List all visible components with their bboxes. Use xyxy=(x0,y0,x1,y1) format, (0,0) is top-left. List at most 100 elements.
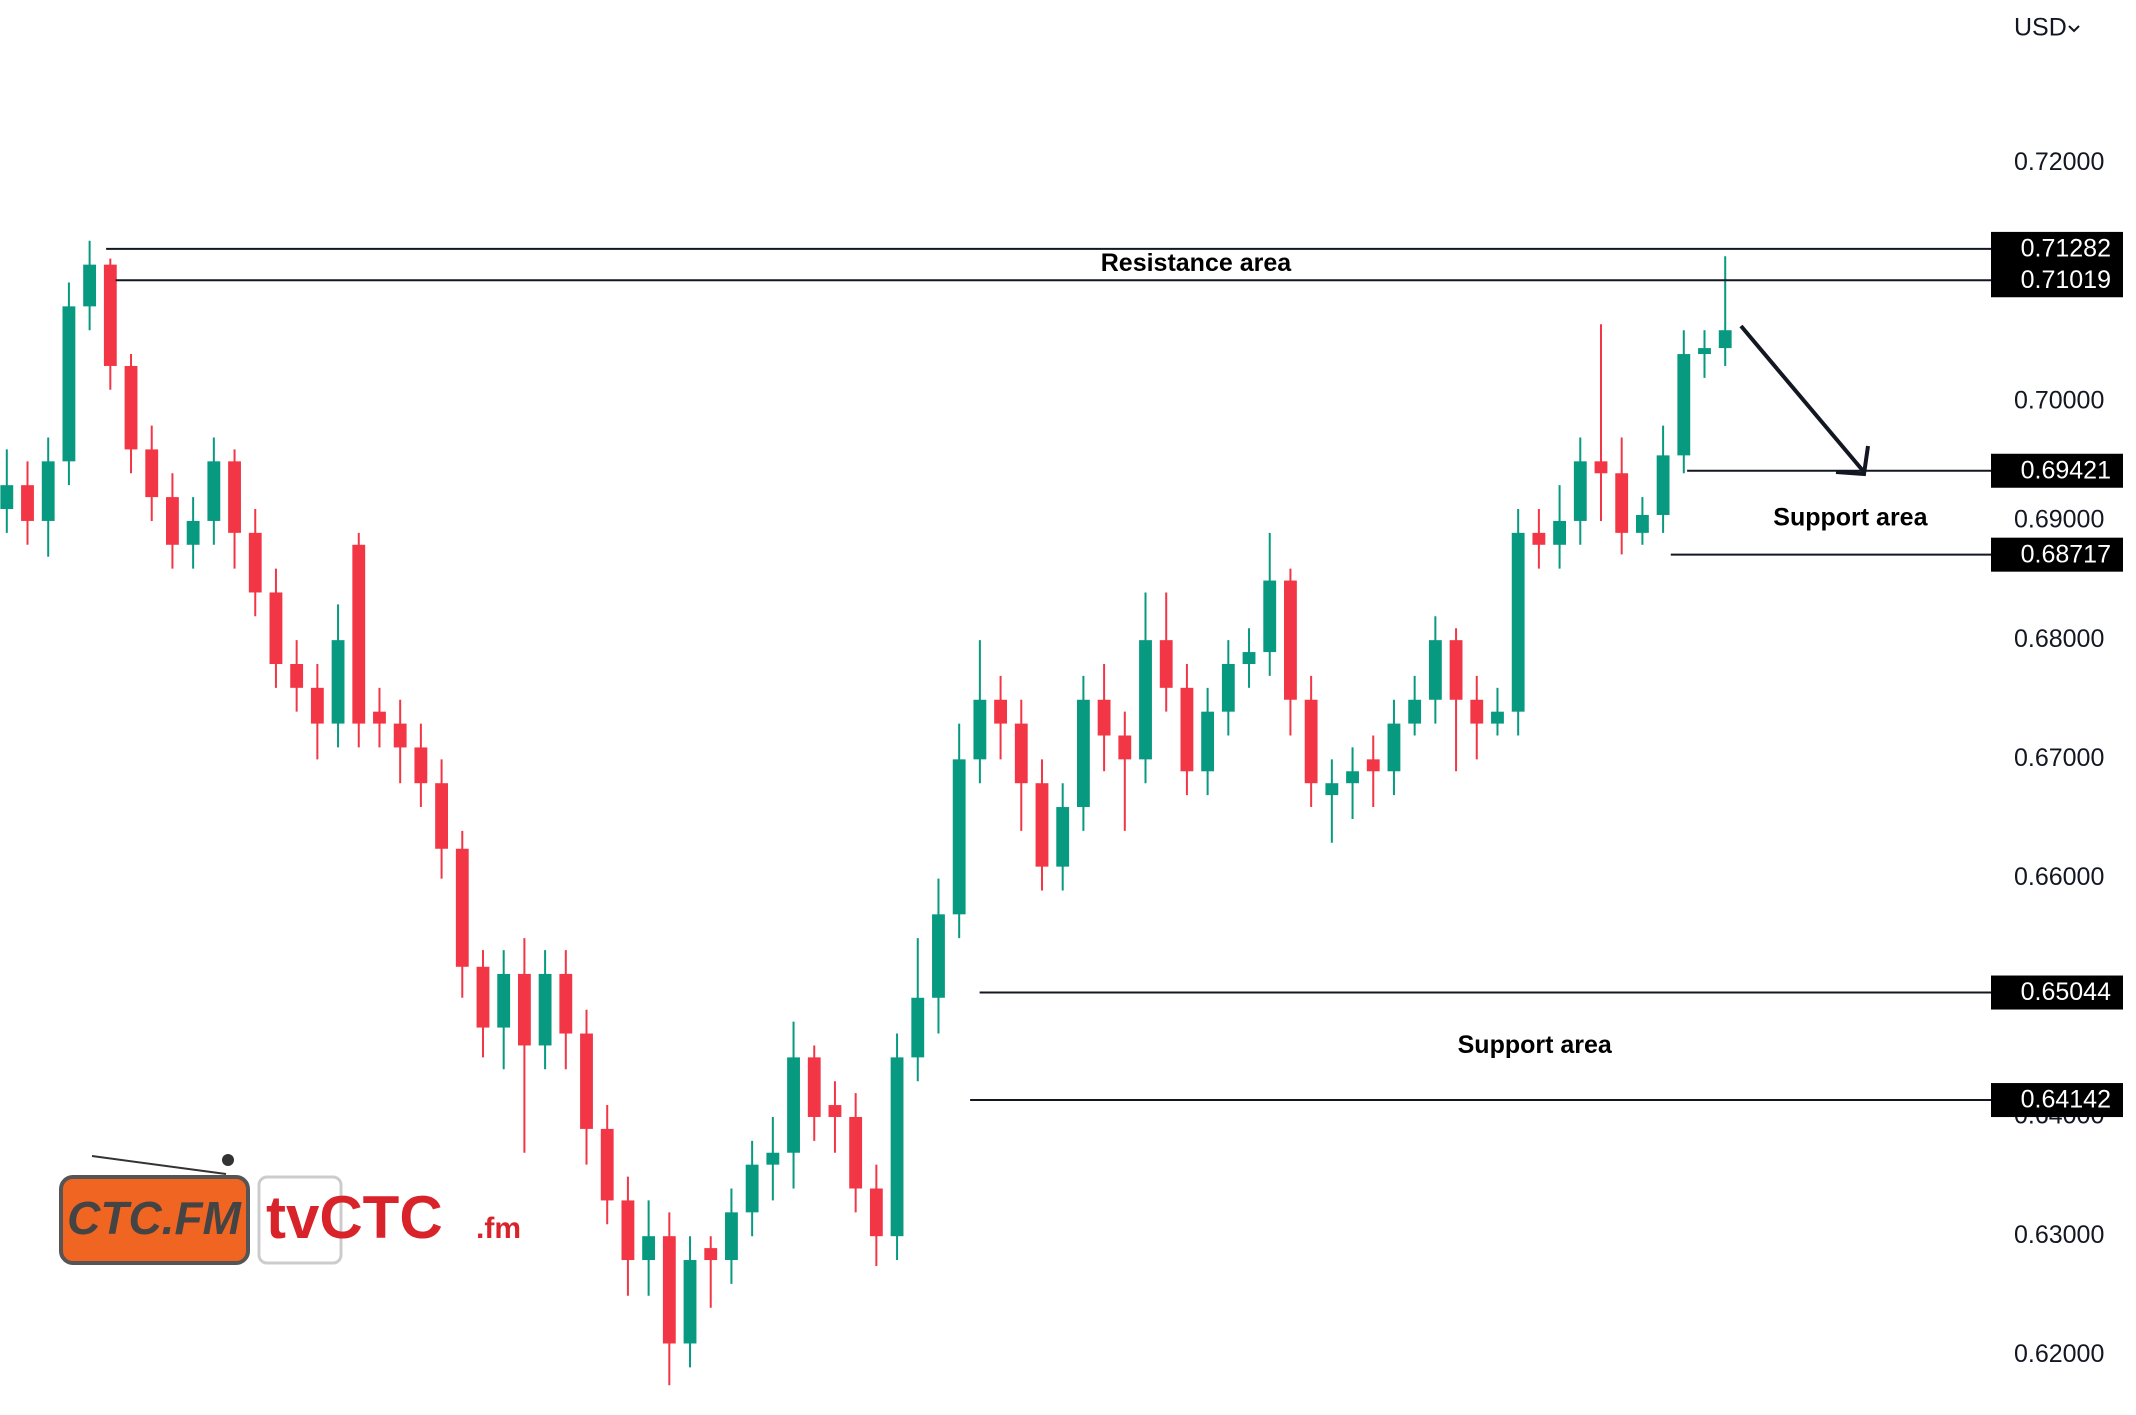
candle-body xyxy=(1221,663,1235,712)
candle-body xyxy=(331,640,345,724)
candle-body xyxy=(1304,699,1318,784)
candle-body xyxy=(310,687,324,724)
candle-body xyxy=(704,1248,718,1261)
candle-body xyxy=(932,914,945,998)
zone-label: Resistance area xyxy=(1101,249,1293,277)
price-label: 0.69421 xyxy=(2021,456,2111,484)
candle-body xyxy=(393,723,407,748)
zone-label: Support area xyxy=(1773,503,1928,531)
candle-body xyxy=(0,485,14,510)
candle-body xyxy=(1263,580,1277,653)
candle-body xyxy=(766,1152,780,1165)
candle-body xyxy=(1076,699,1090,808)
candle-body xyxy=(435,783,448,849)
price-box xyxy=(1991,1083,2123,1118)
candle-body xyxy=(1511,532,1525,712)
candle-body xyxy=(1325,783,1339,796)
candle-body xyxy=(1139,640,1152,760)
candle-body xyxy=(662,1236,676,1344)
candle-body xyxy=(1242,652,1256,664)
price-box xyxy=(1991,231,2123,266)
candle-body xyxy=(559,973,573,1034)
logo-tv xyxy=(257,1175,343,1265)
candle-body xyxy=(41,461,55,521)
candle-body xyxy=(869,1188,883,1237)
candle-body xyxy=(145,449,159,498)
candle-body xyxy=(1532,532,1546,545)
candle-body xyxy=(1656,455,1670,515)
candle-body xyxy=(994,699,1007,724)
candle-body xyxy=(1014,723,1028,784)
candle-body xyxy=(1097,699,1111,736)
candle-body xyxy=(352,544,366,724)
y-tick-label: 0.62000 xyxy=(2014,1340,2104,1368)
y-tick-label: 0.72000 xyxy=(2014,148,2104,176)
price-box xyxy=(1991,537,2123,572)
candle-body xyxy=(642,1236,656,1261)
logo-suffix: .fm xyxy=(476,1212,521,1245)
candle-body xyxy=(1677,354,1691,456)
candle-body xyxy=(1180,687,1194,772)
y-tick-label: 0.63000 xyxy=(2014,1221,2104,1249)
candle-body xyxy=(290,663,304,688)
currency[interactable]: USD xyxy=(2014,14,2067,42)
candle-body xyxy=(538,973,552,1046)
candle-body xyxy=(1615,473,1629,533)
candle-body xyxy=(745,1164,759,1213)
candle-body xyxy=(1718,330,1732,349)
candle-body xyxy=(621,1200,635,1261)
candle-body xyxy=(497,973,511,1028)
candle-body xyxy=(849,1116,863,1189)
candle-body xyxy=(787,1057,800,1153)
candle-body xyxy=(1553,520,1566,545)
antenna-tip xyxy=(222,1154,234,1166)
candle-body xyxy=(911,997,925,1058)
candle-body xyxy=(1035,783,1049,867)
price-label: 0.65044 xyxy=(2021,978,2111,1006)
candle-body xyxy=(973,699,987,760)
candle-body xyxy=(890,1057,904,1237)
price-label: 0.68717 xyxy=(2021,540,2111,568)
candle-body xyxy=(1056,807,1070,867)
logo-badge xyxy=(59,1175,250,1265)
candle-body xyxy=(476,966,490,1028)
candle-body xyxy=(1470,699,1484,724)
candle-body xyxy=(166,497,179,545)
candle-body xyxy=(1118,735,1132,760)
candle-body xyxy=(62,306,76,462)
candle-body xyxy=(455,848,469,967)
arrow xyxy=(1739,324,1870,477)
y-tick-label: 0.68000 xyxy=(2014,625,2104,653)
y-tick-label: 0.66000 xyxy=(2014,863,2104,891)
candle-body xyxy=(1491,711,1504,724)
candle-body xyxy=(1573,461,1587,521)
logo-brand-text: tvCTC xyxy=(266,1184,443,1251)
candle-body xyxy=(1346,771,1359,784)
candle-body xyxy=(269,592,283,664)
price-label: 0.71019 xyxy=(2021,266,2111,294)
price-box xyxy=(1991,975,2123,1010)
candle-body xyxy=(124,365,138,450)
candle-body xyxy=(248,532,262,593)
candle-body xyxy=(580,1033,593,1129)
candle-body xyxy=(228,461,241,533)
y-tick-label: 0.70000 xyxy=(2014,386,2104,414)
candle-body xyxy=(952,759,966,915)
candle-body xyxy=(83,264,97,307)
candle-body xyxy=(103,264,117,366)
candle-body xyxy=(1449,640,1463,700)
antenna xyxy=(91,1155,227,1175)
candle-body xyxy=(1635,514,1649,533)
candle-body xyxy=(414,747,428,784)
candle-body xyxy=(725,1212,738,1261)
candle-body xyxy=(1201,711,1215,772)
candle-body xyxy=(1284,580,1297,700)
price-box xyxy=(1991,263,2123,298)
candle-body xyxy=(683,1260,697,1344)
zone-label: Support area xyxy=(1458,1031,1613,1059)
y-tick-label: 0.69000 xyxy=(2014,506,2104,534)
candle-body xyxy=(1159,640,1173,688)
price-box xyxy=(1991,453,2123,488)
candle-body xyxy=(21,485,34,521)
